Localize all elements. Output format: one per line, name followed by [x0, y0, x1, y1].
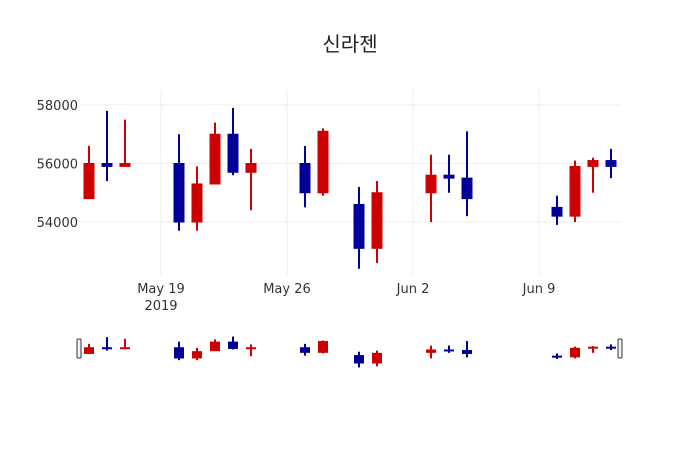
candle — [587, 157, 599, 193]
candle-body — [317, 130, 329, 194]
candle — [209, 122, 221, 185]
x-tick-label: May 19 — [137, 282, 185, 297]
candle-body — [299, 163, 311, 194]
slider-candle — [174, 341, 184, 361]
candle-body — [227, 133, 239, 173]
x-tick-label: Jun 2 — [396, 282, 430, 297]
candle-body — [551, 206, 563, 217]
candle — [569, 160, 581, 222]
slider-candle — [588, 346, 598, 353]
candle-body — [371, 192, 383, 249]
slider-candle — [300, 343, 310, 356]
y-axis: 54000 56000 58000 — [37, 99, 78, 231]
candle — [317, 128, 329, 196]
slider-candle — [372, 350, 382, 367]
candle — [605, 148, 617, 179]
candle — [299, 145, 311, 208]
slider-candle — [210, 339, 220, 352]
range-slider[interactable] — [76, 336, 623, 368]
slider-candle — [120, 338, 130, 350]
candle — [173, 134, 185, 231]
candle — [191, 166, 203, 231]
x-tick-label: May 26 — [263, 282, 311, 297]
candle — [245, 148, 257, 211]
y-tick-label: 58000 — [37, 99, 78, 114]
slider-candle — [192, 347, 202, 361]
slider-candle — [444, 345, 454, 353]
range-slider-left-handle[interactable] — [76, 338, 82, 359]
candle-body — [569, 165, 581, 217]
candle-body — [173, 163, 185, 223]
candle-body — [245, 163, 257, 173]
range-slider-right-handle[interactable] — [617, 338, 623, 359]
slider-candle — [570, 346, 580, 359]
candle-body — [83, 163, 95, 200]
x-tick-label: Jun 9 — [522, 282, 556, 297]
y-tick-label: 56000 — [37, 158, 78, 173]
candle-body — [461, 177, 473, 200]
candle-body — [209, 133, 221, 185]
slider-candle — [102, 337, 112, 351]
slider-candle — [426, 345, 436, 359]
slider-candle — [462, 341, 472, 358]
candle — [461, 131, 473, 217]
candle-body — [353, 203, 365, 249]
candle — [371, 181, 383, 263]
candle-body — [425, 174, 437, 194]
x-axis: May 19 2019 May 26 Jun 2 Jun 9 — [137, 282, 555, 314]
slider-candle — [318, 340, 328, 354]
candles — [83, 107, 617, 269]
candle — [101, 110, 113, 182]
candle — [227, 107, 239, 176]
candle-body — [101, 163, 113, 167]
chart-title: 신라젠 — [322, 32, 378, 56]
candle — [551, 195, 563, 225]
y-tick-label: 54000 — [37, 216, 78, 231]
candle-body — [443, 174, 455, 179]
slider-candle — [228, 336, 238, 350]
candle — [119, 119, 131, 167]
candle — [443, 154, 455, 193]
candle — [425, 154, 437, 222]
candle — [353, 186, 365, 269]
candle-body — [605, 160, 617, 167]
slider-candle — [84, 343, 94, 354]
candle-body — [191, 183, 203, 223]
candle-body — [587, 160, 599, 167]
slider-candle — [246, 344, 256, 357]
gridlines — [80, 90, 620, 275]
slider-candle — [354, 351, 364, 368]
slider-candle — [606, 344, 616, 351]
candle-body — [119, 163, 131, 167]
slider-candle — [552, 353, 562, 360]
x-tick-year: 2019 — [144, 299, 177, 314]
candle — [83, 145, 95, 200]
